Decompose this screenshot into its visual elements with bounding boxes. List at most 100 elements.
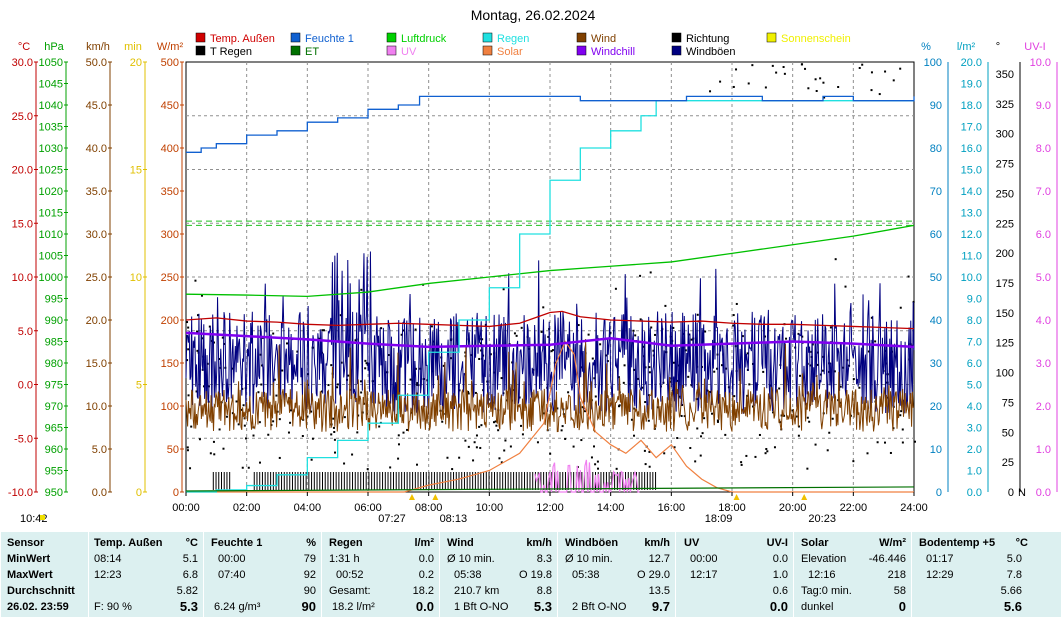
wind-direction-dot <box>834 258 837 261</box>
legend-label: T Regen <box>210 46 252 58</box>
wind-direction-dot <box>464 439 467 442</box>
legend-swatch <box>766 32 777 43</box>
rain-r4-label: 18.2 l/m² <box>332 601 375 613</box>
left-axis-unit: °C <box>18 41 30 53</box>
wind-direction-dot <box>673 446 676 449</box>
solar-r3-value: 58 <box>893 585 906 597</box>
soil-r2-value: 7.8 <box>1006 569 1022 581</box>
wind-direction-dot <box>475 446 478 449</box>
wind-direction-dot <box>330 433 333 436</box>
right-axis-tick-label: 3.0 <box>967 423 982 435</box>
wind-direction-dot <box>801 335 804 338</box>
series-temp <box>185 310 915 330</box>
stats-col-solar: Solar W/m² Elevation -46.446 12:16 218 T… <box>793 532 912 617</box>
right-axis-tick-label: 70 <box>930 186 942 198</box>
wind-direction-dot <box>360 391 363 394</box>
wind-direction-dot <box>332 417 335 420</box>
wind-direction-dot <box>260 383 263 386</box>
gust-header: Windböen <box>565 537 619 549</box>
wind-direction-dot <box>642 345 645 348</box>
left-axis-tick-label: 0.0 <box>92 487 107 499</box>
wind-direction-dot <box>572 445 575 448</box>
wind-direction-dot <box>741 335 744 338</box>
wind-direction-dot <box>354 339 357 342</box>
wind-direction-dot <box>196 314 199 317</box>
right-axis-tick-label: 30 <box>930 358 942 370</box>
wind-direction-dot <box>212 440 215 443</box>
wind-direction-dot <box>492 421 495 424</box>
wind-direction-dot <box>364 367 367 370</box>
wind-direction-dot <box>515 334 518 337</box>
left-axis-tick-label: 10.0 <box>86 401 107 413</box>
wind-direction-dot <box>278 418 281 421</box>
wind-direction-dot <box>336 386 339 389</box>
gust-unit: km/h <box>644 537 670 549</box>
wind-direction-dot <box>504 439 507 442</box>
wind-direction-dot <box>652 349 655 352</box>
right-axis-tick-label: 150 <box>996 308 1014 320</box>
wind-direction-dot <box>222 447 225 450</box>
right-axis-tick-label: 2.0 <box>967 444 982 456</box>
left-axis-tick-label: 985 <box>45 337 63 349</box>
wind-direction-dot <box>347 374 350 377</box>
right-axis-tick-label: 8.0 <box>967 315 982 327</box>
wind-direction-dot <box>740 463 743 466</box>
wind-direction-dot <box>814 78 817 81</box>
wind-direction-dot <box>822 369 825 372</box>
right-axis-tick-label: 25 <box>1002 457 1014 469</box>
right-axis-tick-label: 14.0 <box>961 186 982 198</box>
left-axis-tick-label: 50.0 <box>86 57 107 69</box>
gust-current: 9.7 <box>651 599 670 614</box>
wind-direction-dot <box>360 380 363 383</box>
wind-direction-dot <box>782 66 785 69</box>
left-axis-tick-label: 450 <box>161 100 179 112</box>
legend-label: Solar <box>497 46 523 58</box>
right-axis-tick-label: 0 <box>936 487 942 499</box>
soil-header: Bodentemp +5 <box>919 537 996 549</box>
right-axis-tick-label: 125 <box>996 338 1014 350</box>
solar-r1-value: -46.446 <box>868 553 906 565</box>
x-axis-tick-label: 06:00 <box>354 502 382 514</box>
wind-direction-dot <box>654 333 657 336</box>
right-axis-tick-label: 0 <box>1008 487 1014 499</box>
wind-direction-dot <box>231 367 234 370</box>
left-axis-tick-label: 100 <box>161 401 179 413</box>
wind-direction-dot <box>221 336 224 339</box>
legend-label: Luftdruck <box>401 33 447 45</box>
stats-col-wind: Wind km/h Ø 10 min. 8.3 05:38 O 19.8 210… <box>439 532 558 617</box>
x-axis-tick-label: 00:00 <box>172 502 200 514</box>
wind-direction-dot <box>632 329 635 332</box>
wind-direction-dot <box>617 376 620 379</box>
wind-direction-dot <box>647 394 650 397</box>
wind-direction-dot <box>690 338 693 341</box>
wind-direction-dot <box>272 332 275 335</box>
wind-direction-dot <box>580 439 583 442</box>
legend-label: Richtung <box>686 33 729 45</box>
wind-direction-dot <box>806 467 809 470</box>
right-axis-tick-label: 6.0 <box>1036 229 1051 241</box>
right-axis-tick-label: 5.0 <box>967 380 982 392</box>
wind-direction-dot <box>747 82 750 85</box>
wind-direction-dot <box>387 353 390 356</box>
left-axis-tick-label: 1020 <box>39 186 63 198</box>
x-axis-tick-label: 20:00 <box>779 502 807 514</box>
uv-r1-label: 00:00 <box>690 553 718 565</box>
right-axis-tick-label: 50 <box>930 272 942 284</box>
wind-direction-dot <box>716 367 719 370</box>
wind-direction-dot <box>696 365 699 368</box>
wind-direction-dot <box>732 324 735 327</box>
wind-direction-dot <box>400 333 403 336</box>
wind-direction-dot <box>567 391 570 394</box>
series-et <box>185 486 915 492</box>
left-axis-tick-label: 1045 <box>39 79 63 91</box>
stats-col-uv: UV UV-I 00:00 0.0 12:17 1.0 0.6 0.0 <box>675 532 794 617</box>
left-axis-tick-label: 1010 <box>39 229 63 241</box>
wind-direction-dot <box>549 452 552 455</box>
left-axis-tick-label: 990 <box>45 315 63 327</box>
right-axis-tick-label: 4.0 <box>967 401 982 413</box>
solar-r2-value: 218 <box>887 569 906 581</box>
wind-r3-label: 210.7 km <box>454 585 500 597</box>
legend-swatch <box>576 32 587 43</box>
wind-direction-dot <box>478 425 481 428</box>
wind-direction-dot <box>716 420 719 423</box>
